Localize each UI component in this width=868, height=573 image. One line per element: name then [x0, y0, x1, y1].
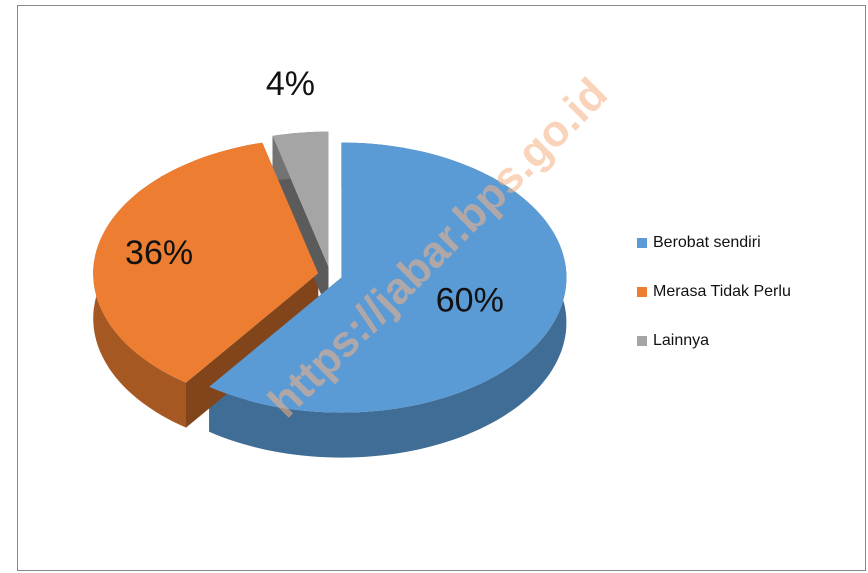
legend-label: Lainnya	[653, 332, 709, 349]
legend-swatch	[637, 287, 647, 297]
slice-side	[209, 142, 567, 458]
slice	[209, 142, 567, 413]
data-label: 4%	[266, 65, 315, 103]
data-label: 36%	[125, 234, 193, 272]
pie	[93, 131, 567, 458]
slice	[93, 142, 319, 383]
data-label: 60%	[436, 282, 504, 320]
slice	[272, 131, 329, 267]
data-labels: 60% 36% 4%	[125, 65, 504, 320]
legend-label: Merasa Tidak Perlu	[653, 283, 791, 300]
legend: Berobat sendiri Merasa Tidak Perlu Lainnya	[637, 234, 791, 349]
legend-swatch	[637, 336, 647, 346]
legend-swatch	[637, 238, 647, 248]
legend-label: Berobat sendiri	[653, 234, 761, 251]
